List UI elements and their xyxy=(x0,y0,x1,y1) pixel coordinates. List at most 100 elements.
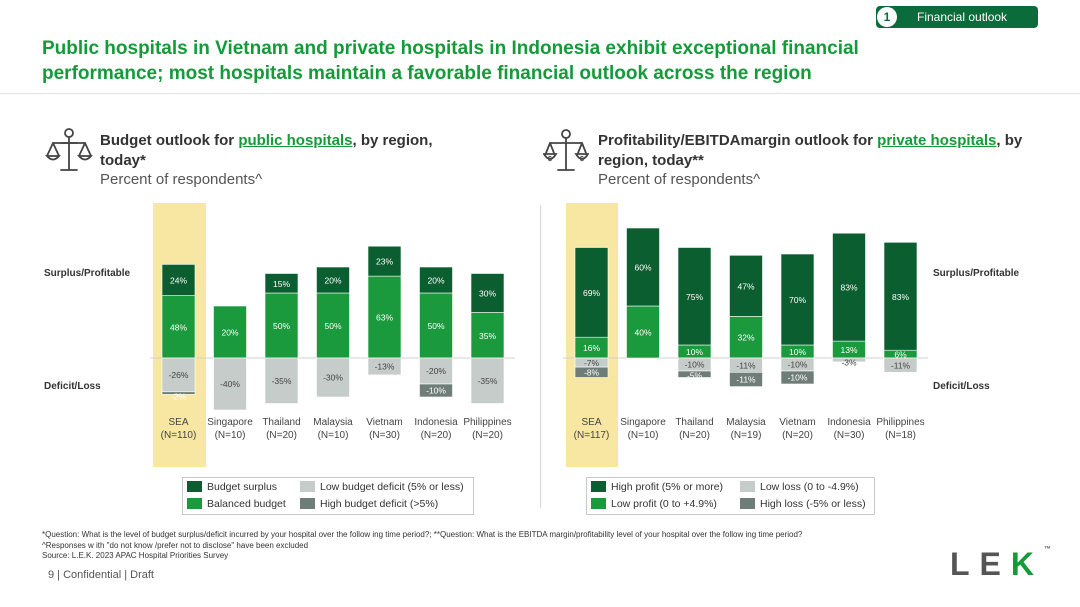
left-label-vietnam-s1: 63% xyxy=(376,313,393,323)
left-category-thailand: Thailand xyxy=(262,417,300,428)
left-label-sea-s3: -2% xyxy=(171,392,187,402)
page-headline: Public hospitals in Vietnam and private … xyxy=(42,38,859,84)
left-bar-malaysia-s0 xyxy=(316,266,350,294)
right-category-philippines: Philippines xyxy=(876,417,924,428)
right-label-sea-s0: 69% xyxy=(583,288,600,298)
legend-item-high-budget-deficit: High budget deficit (>5%) xyxy=(300,497,438,511)
right-label-malaysia-s2: -11% xyxy=(736,360,756,370)
left-legend: Budget surplus Low budget deficit (5% or… xyxy=(182,477,474,515)
right-bar-vietnam-s0 xyxy=(780,253,815,346)
left-chart-title-pre: Budget outlook for xyxy=(100,132,239,149)
right-label-singapore-s1: 40% xyxy=(634,328,651,338)
right-n-sea: (N=117) xyxy=(574,430,610,441)
left-bar-indonesia-s0 xyxy=(419,266,453,294)
left-bar-sea-s0 xyxy=(161,264,196,296)
left-bar-philippines-s2 xyxy=(470,357,505,404)
section-number-badge: 1 xyxy=(877,7,897,27)
left-label-thailand-s0: 15% xyxy=(273,279,290,289)
right-label-vietnam-s3: -10% xyxy=(788,373,808,383)
right-category-sea: SEA xyxy=(581,417,601,428)
right-label-indonesia-s2: -3% xyxy=(841,358,857,368)
left-n-indonesia: (N=20) xyxy=(421,430,452,441)
right-chart-title: Profitability/EBITDAmargin outlook for p… xyxy=(598,131,1028,171)
left-n-singapore: (N=10) xyxy=(215,430,246,441)
left-label-indonesia-s3: -10% xyxy=(426,386,446,396)
left-category-malaysia: Malaysia xyxy=(313,417,353,428)
page-footer: 9 | Confidential | Draft xyxy=(48,569,154,581)
right-label-vietnam-s0: 70% xyxy=(789,295,806,305)
left-label-indonesia-s1: 50% xyxy=(427,321,444,331)
svg-text:$: $ xyxy=(548,156,552,163)
right-label-philippines-s0: 83% xyxy=(892,292,909,302)
legend-item-low-profit: Low profit (0 to +4.9%) xyxy=(591,497,717,511)
right-category-thailand: Thailand xyxy=(675,417,713,428)
right-bar-malaysia-s0 xyxy=(729,254,763,317)
left-bar-vietnam-s2 xyxy=(367,357,402,376)
right-label-vietnam-s1: 10% xyxy=(789,347,806,357)
section-tab[interactable] xyxy=(876,6,1038,28)
left-category-indonesia: Indonesia xyxy=(414,417,458,428)
left-bar-sea-s3 xyxy=(161,391,196,395)
right-chart-title-link[interactable]: private hospitals xyxy=(877,132,997,149)
left-chart-title-post: , by region, today* xyxy=(100,132,433,169)
left-label-singapore-s1: 20% xyxy=(221,328,238,338)
right-n-philippines: (N=18) xyxy=(885,430,916,441)
right-n-indonesia: (N=30) xyxy=(834,430,865,441)
right-label-philippines-s1: 6% xyxy=(894,350,907,360)
right-label-thailand-s1: 10% xyxy=(686,347,703,357)
svg-text:$: $ xyxy=(580,156,584,163)
left-n-malaysia: (N=10) xyxy=(318,430,349,441)
right-n-singapore: (N=10) xyxy=(628,430,659,441)
legend-item-balanced-budget: Balanced budget xyxy=(187,497,286,511)
left-bar-indonesia-s1 xyxy=(419,292,453,359)
left-label-philippines-s0: 30% xyxy=(479,289,496,299)
right-chart-subtitle: Percent of respondents^ xyxy=(598,171,761,188)
left-category-vietnam: Vietnam xyxy=(366,417,403,428)
right-bar-sea-s0 xyxy=(574,247,609,338)
right-bar-singapore-s0 xyxy=(626,227,660,307)
left-label-indonesia-s0: 20% xyxy=(427,276,444,286)
right-bar-thailand-s3 xyxy=(677,370,712,378)
left-bar-vietnam-s1 xyxy=(367,275,402,359)
left-category-singapore: Singapore xyxy=(207,417,253,428)
left-n-vietnam: (N=30) xyxy=(369,430,400,441)
left-chart-title-link[interactable]: public hospitals xyxy=(238,132,353,149)
right-label-thailand-s3: -5% xyxy=(687,371,703,381)
left-chart-subtitle: Percent of respondents^ xyxy=(100,171,263,188)
right-category-vietnam: Vietnam xyxy=(779,417,816,428)
right-n-thailand: (N=20) xyxy=(679,430,710,441)
left-bar-indonesia-s2 xyxy=(419,357,453,385)
left-chart-title: Budget outlook for public hospitals, by … xyxy=(100,131,480,171)
left-bar-sea-s1 xyxy=(161,295,196,359)
right-deficit-label: Deficit/Loss xyxy=(933,381,990,392)
right-bar-vietnam-s3 xyxy=(780,370,815,385)
right-chart-title-pre: Profitability/EBITDAmargin outlook for xyxy=(598,132,878,149)
left-label-philippines-s2: -35% xyxy=(478,376,498,386)
left-category-philippines: Philippines xyxy=(463,417,511,428)
left-label-thailand-s1: 50% xyxy=(273,321,290,331)
legend-item-high-loss: High loss (-5% or less) xyxy=(740,497,866,511)
legend-item-budget-surplus: Budget surplus xyxy=(187,480,277,494)
left-label-singapore-s2: -40% xyxy=(220,379,240,389)
right-category-singapore: Singapore xyxy=(620,417,666,428)
right-bar-indonesia-s0 xyxy=(832,232,866,342)
left-n-sea: (N=110) xyxy=(161,430,197,441)
right-bar-indonesia-s2 xyxy=(832,357,866,363)
legend-item-high-profit: High profit (5% or more) xyxy=(591,480,723,494)
left-label-malaysia-s0: 20% xyxy=(324,276,341,286)
footnote-exclusions: ^Responses w ith "do not know /prefer no… xyxy=(42,540,309,550)
left-category-sea: SEA xyxy=(168,417,188,428)
legend-item-low-budget-deficit: Low budget deficit (5% or less) xyxy=(300,480,464,494)
footnote-source: Source: L.E.K. 2023 APAC Hospital Priori… xyxy=(42,551,229,560)
left-label-thailand-s2: -35% xyxy=(272,376,292,386)
right-bar-philippines-s2 xyxy=(883,357,918,373)
right-bar-sea-s3 xyxy=(574,366,609,378)
left-bar-malaysia-s1 xyxy=(316,292,350,359)
left-bar-singapore-s1 xyxy=(213,305,247,359)
right-category-malaysia: Malaysia xyxy=(726,417,766,428)
left-label-philippines-s1: 35% xyxy=(479,331,496,341)
right-label-indonesia-s0: 83% xyxy=(840,283,857,293)
left-label-sea-s1: 48% xyxy=(170,322,187,332)
right-label-vietnam-s2: -10% xyxy=(788,360,808,370)
left-label-vietnam-s0: 23% xyxy=(376,257,393,267)
